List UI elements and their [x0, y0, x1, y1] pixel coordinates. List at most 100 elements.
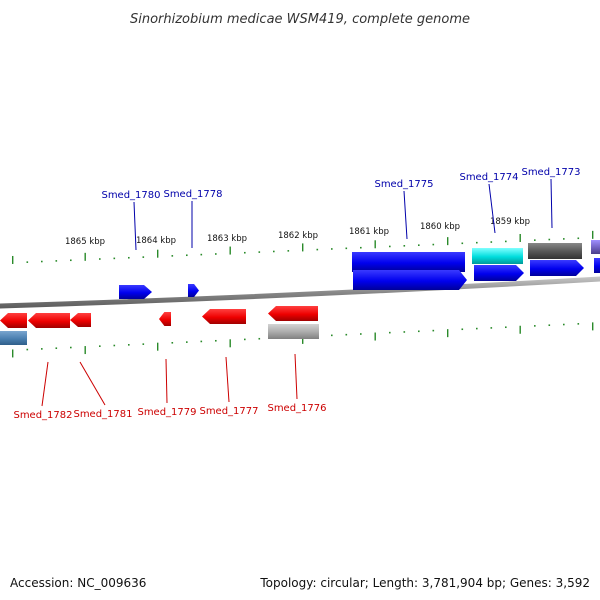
- position-label: 1863 kbp: [207, 234, 247, 244]
- tick-mark: [490, 327, 493, 329]
- tick-mark: [26, 348, 29, 351]
- position-labels: 1865 kbp 1864 kbp 1863 kbp 1862 kbp 1861 kbp…: [65, 217, 530, 247]
- gene-arrow-smed-1776[interactable]: [268, 306, 318, 321]
- tick-mark: [461, 242, 464, 245]
- feature-block-gray[interactable]: [268, 324, 319, 339]
- tick-mark: [200, 253, 203, 256]
- tick-mark: [461, 328, 464, 331]
- gene-arrow-smed-1778[interactable]: [188, 284, 199, 297]
- tick-mark: [563, 323, 565, 326]
- reverse-gene-label[interactable]: Smed_1777: [199, 406, 258, 417]
- tick-mark: [548, 238, 551, 241]
- tick-mark: [577, 323, 580, 325]
- tick-mark: [157, 249, 159, 258]
- tick-mark: [142, 256, 145, 258]
- tick-mark: [490, 241, 493, 243]
- tick-mark: [113, 344, 116, 347]
- reverse-gene-label[interactable]: Smed_1779: [137, 407, 196, 418]
- tick-mark: [389, 245, 391, 248]
- tick-mark: [215, 253, 217, 255]
- gene-features: [0, 240, 600, 345]
- gene-block-edge[interactable]: [594, 258, 600, 273]
- gene-arrow-smed-1774[interactable]: [474, 265, 524, 281]
- tick-mark: [563, 238, 565, 240]
- tick-mark: [403, 331, 406, 333]
- leader-line: [133, 201, 137, 251]
- position-label: 1861 kbp: [349, 227, 389, 237]
- forward-gene-label[interactable]: Smed_1778: [163, 189, 222, 200]
- tick-mark: [418, 330, 420, 333]
- forward-gene-label[interactable]: Smed_1773: [521, 167, 580, 178]
- tick-mark: [534, 325, 536, 327]
- feature-block-dark[interactable]: [528, 243, 582, 259]
- feature-block-cyan[interactable]: [472, 248, 523, 264]
- gene-arrow-red[interactable]: [70, 313, 91, 327]
- tick-mark: [258, 251, 261, 253]
- tick-mark: [55, 347, 58, 350]
- tick-mark: [519, 233, 521, 242]
- tick-mark: [70, 346, 72, 349]
- tick-mark: [171, 341, 174, 344]
- gene-block[interactable]: [352, 252, 465, 272]
- leader-line: [41, 361, 49, 407]
- tick-mark: [244, 338, 246, 341]
- tick-mark: [287, 250, 290, 252]
- forward-gene-label[interactable]: Smed_1775: [374, 179, 433, 190]
- tick-mark: [12, 255, 14, 264]
- forward-gene-label[interactable]: Smed_1780: [101, 190, 160, 201]
- tick-mark: [229, 246, 231, 255]
- feature-block-purple[interactable]: [591, 240, 600, 254]
- tick-mark: [258, 337, 261, 340]
- tick-mark: [577, 237, 580, 240]
- tick-mark: [84, 252, 86, 261]
- tick-mark: [592, 230, 594, 239]
- tick-mark: [476, 327, 478, 330]
- leader-line: [488, 183, 496, 234]
- position-label: 1864 kbp: [136, 236, 176, 246]
- tick-mark: [302, 243, 304, 252]
- tick-mark: [70, 259, 72, 262]
- gene-arrow-smed-1780[interactable]: [119, 285, 152, 299]
- position-label: 1859 kbp: [490, 217, 530, 227]
- genome-stats-text: Topology: circular; Length: 3,781,904 bp…: [260, 576, 590, 590]
- gene-arrow-smed-1782[interactable]: [0, 313, 27, 328]
- tick-mark: [447, 237, 449, 246]
- forward-gene-label[interactable]: Smed_1774: [459, 172, 518, 183]
- tick-mark: [418, 244, 420, 246]
- gene-arrow-smed-1779[interactable]: [159, 312, 171, 326]
- tick-mark: [186, 254, 188, 257]
- tick-mark: [26, 261, 29, 263]
- gene-arrow-smed-1775[interactable]: [353, 270, 467, 290]
- reverse-gene-label[interactable]: Smed_1781: [73, 409, 132, 420]
- tick-mark: [186, 341, 188, 343]
- gene-arrow-smed-1777[interactable]: [202, 309, 246, 324]
- accession-text: Accession: NC_009636: [10, 576, 147, 590]
- tick-mark: [534, 239, 536, 241]
- tick-mark: [548, 324, 551, 327]
- tick-mark: [273, 250, 275, 253]
- tick-mark: [215, 339, 217, 342]
- tick-mark: [403, 245, 406, 247]
- tick-mark: [447, 329, 449, 338]
- feature-block-steel[interactable]: [0, 331, 27, 345]
- tick-mark: [244, 251, 246, 254]
- reverse-gene-label[interactable]: Smed_1782: [13, 410, 72, 421]
- gene-arrow-smed-1781[interactable]: [28, 313, 70, 328]
- tick-mark: [142, 343, 145, 345]
- reverse-gene-label[interactable]: Smed_1776: [267, 403, 326, 414]
- gene-arrow-smed-1773[interactable]: [530, 260, 584, 276]
- tick-mark: [476, 241, 478, 244]
- tick-mark: [41, 348, 43, 350]
- tick-mark: [505, 326, 507, 329]
- tick-mark: [505, 240, 507, 243]
- leader-line: [550, 178, 553, 229]
- tick-mark: [331, 248, 333, 250]
- leader-line: [79, 361, 106, 406]
- tick-mark: [171, 255, 174, 257]
- leader-line: [403, 190, 408, 240]
- tick-mark: [128, 344, 130, 346]
- leader-line: [225, 356, 230, 403]
- position-label: 1862 kbp: [278, 231, 318, 241]
